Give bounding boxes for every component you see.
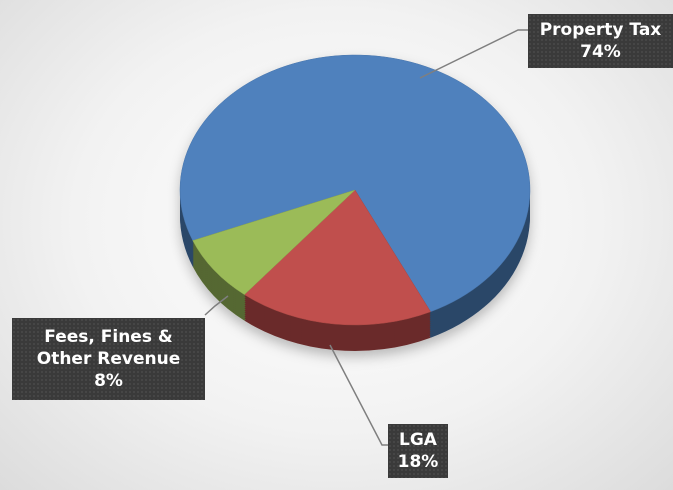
- slice: [243, 189, 431, 326]
- slice: [179, 54, 531, 313]
- leader-line: [204, 295, 229, 316]
- data-label: Fees, Fines & Other Revenue 8%: [12, 318, 205, 400]
- leader-line: [329, 344, 388, 446]
- category-label: Property Tax: [539, 20, 662, 40]
- category-label: LGA: [399, 430, 437, 450]
- data-label: Property Tax 74%: [528, 14, 673, 68]
- value-label: 18%: [397, 452, 439, 472]
- category-label: Fees, Fines & Other Revenue: [36, 327, 181, 369]
- value-label: 8%: [94, 371, 123, 391]
- slice: [192, 189, 356, 295]
- data-label: LGA 18%: [388, 424, 448, 478]
- pie: [179, 54, 531, 351]
- value-label: 74%: [580, 42, 621, 62]
- leader-line: [419, 29, 528, 79]
